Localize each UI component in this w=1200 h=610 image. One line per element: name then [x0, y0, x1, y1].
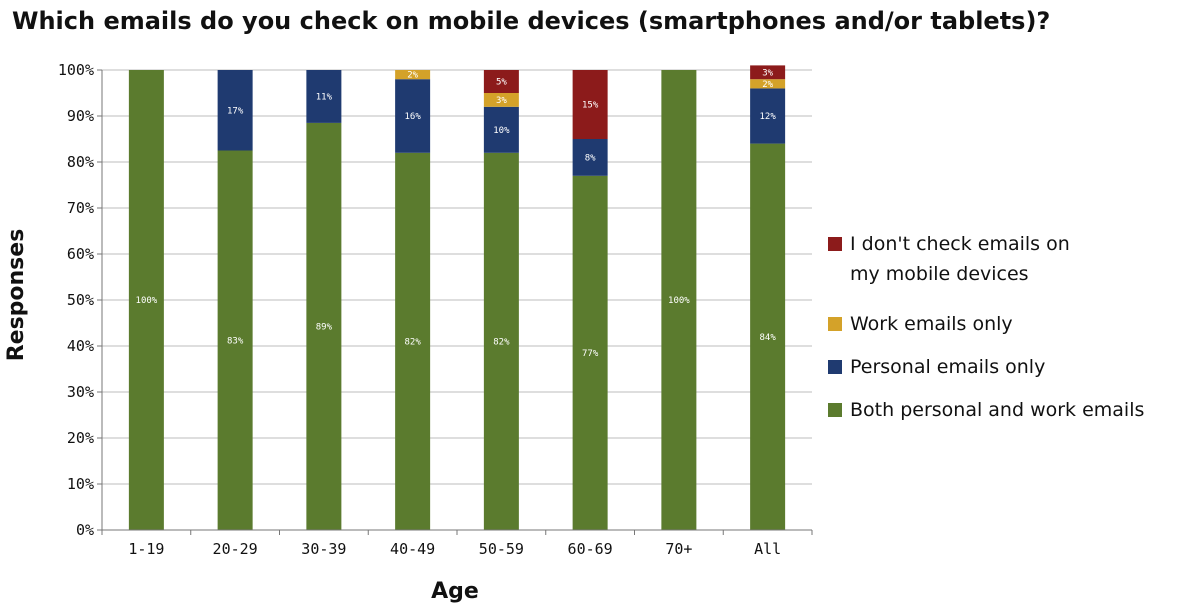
y-tick-label: 80% — [67, 153, 94, 171]
bar-all-work-emails-only — [750, 79, 786, 89]
chart-title: Which emails do you check on mobile devi… — [12, 7, 1050, 35]
data-label: 3% — [496, 96, 507, 106]
legend-item-personal-emails-only: Personal emails only — [828, 356, 1045, 378]
legend-item-both-personal-and-work-emails: Both personal and work emails — [828, 399, 1144, 421]
tick-labels: 0% 10% 20% 30% 40% 50% 60% 70% 80% 90% 100% 1-19 20-… — [58, 61, 781, 558]
legend-swatch — [828, 360, 842, 374]
bar-all-personal-emails-only — [750, 88, 786, 144]
y-tick-label: 0% — [76, 521, 94, 539]
data-label: 100% — [668, 296, 690, 306]
data-label: 82% — [493, 337, 510, 347]
data-label: 12% — [759, 112, 776, 122]
y-tick-label: 90% — [67, 107, 94, 125]
legend-label: Personal emails only — [850, 356, 1045, 378]
bar-70-both-personal-and-work-emails — [661, 70, 697, 530]
data-label: 5% — [496, 78, 507, 88]
data-label: 8% — [585, 153, 596, 163]
y-tick-label: 60% — [67, 245, 94, 263]
y-tick-label: 100% — [58, 61, 94, 79]
legend: I don't check emails on my mobile devices… — [828, 233, 1144, 421]
gridlines — [102, 69, 812, 531]
legend-swatch — [828, 317, 842, 331]
bar-60-69-personal-emails-only — [572, 139, 608, 176]
legend-item-work-emails-only: Work emails only — [828, 313, 1013, 335]
data-label: 2% — [762, 80, 773, 90]
data-label: 84% — [759, 333, 776, 343]
data-label: 2% — [407, 71, 418, 81]
y-tick-label: 10% — [67, 475, 94, 493]
bar-60-69-both-personal-and-work-emails — [572, 175, 608, 531]
bar-40-49-personal-emails-only — [395, 79, 431, 153]
y-tick-label: 50% — [67, 291, 94, 309]
bar-all-both-personal-and-work-emails — [750, 143, 786, 530]
y-tick-label: 20% — [67, 429, 94, 447]
y-tick-label: 30% — [67, 383, 94, 401]
bar-group: 100% 83% 17% 89% 11% 82% 16% 2% 82% 10% 3% 5% 77% 8% 1… — [128, 65, 786, 531]
legend-label: Both personal and work emails — [850, 399, 1144, 421]
bar-50-59-both-personal-and-work-emails — [483, 152, 519, 531]
bar-20-29-personal-emails-only — [217, 70, 253, 151]
x-tick-label: 70+ — [665, 540, 692, 558]
data-label: 17% — [227, 106, 244, 116]
x-tick-label: 60-69 — [568, 540, 613, 558]
bar-30-39-both-personal-and-work-emails — [306, 122, 342, 531]
x-tick-label: 20-29 — [213, 540, 258, 558]
x-tick-label: All — [754, 540, 781, 558]
bar-all-i-don-t-check-emails-on-my-mobile-devices — [750, 65, 786, 80]
x-tick-label: 40-49 — [390, 540, 435, 558]
x-tick-label: 30-39 — [301, 540, 346, 558]
bar-50-59-work-emails-only — [483, 93, 519, 107]
bar-30-39-personal-emails-only — [306, 70, 342, 123]
axes — [97, 69, 813, 535]
y-tick-label: 70% — [67, 199, 94, 217]
x-axis-title: Age — [431, 579, 479, 604]
data-label: 11% — [316, 92, 333, 102]
bar-60-69-i-don-t-check-emails-on-my-mobile-devices — [572, 70, 608, 139]
data-label: 16% — [404, 112, 421, 122]
data-label: 10% — [493, 126, 510, 136]
y-axis-title: Responses — [4, 229, 29, 362]
x-tick-label: 1-19 — [128, 540, 164, 558]
bar-40-49-work-emails-only — [395, 70, 431, 80]
legend-swatch — [828, 403, 842, 417]
data-label: 83% — [227, 336, 244, 346]
data-label: 77% — [582, 349, 599, 359]
data-label: 89% — [316, 322, 333, 332]
legend-item-i-don-t-check-emails-on-my-mobile-devices: I don't check emails on my mobile devices — [828, 233, 1070, 285]
data-label: 3% — [762, 68, 773, 78]
legend-label: Work emails only — [850, 313, 1013, 335]
bar-40-49-both-personal-and-work-emails — [395, 152, 431, 531]
legend-label: I don't check emails on — [850, 233, 1070, 255]
data-label: 100% — [136, 296, 158, 306]
x-tick-label: 50-59 — [479, 540, 524, 558]
bar-1-19-both-personal-and-work-emails — [128, 70, 164, 530]
data-label: 82% — [404, 337, 421, 347]
y-tick-label: 40% — [67, 337, 94, 355]
data-label: 15% — [582, 101, 599, 111]
bar-20-29-both-personal-and-work-emails — [217, 150, 253, 530]
legend-label: my mobile devices — [850, 263, 1029, 285]
legend-swatch — [828, 237, 842, 251]
bar-50-59-i-don-t-check-emails-on-my-mobile-devices — [483, 70, 519, 93]
bar-50-59-personal-emails-only — [483, 106, 519, 153]
